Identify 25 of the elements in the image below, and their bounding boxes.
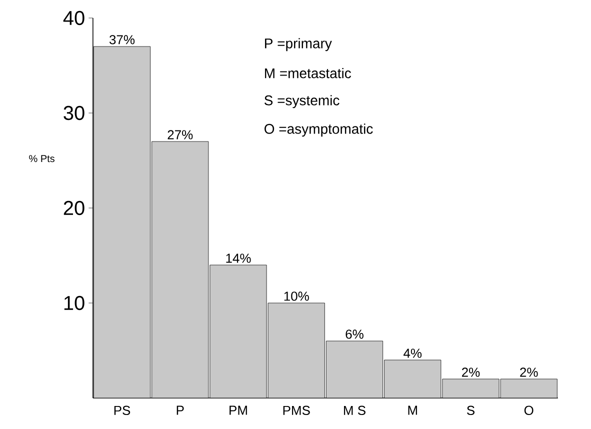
annotation: O =asymptomatic xyxy=(264,124,373,137)
x-tick-label: PM xyxy=(230,406,247,415)
y-axis-title: % Pts xyxy=(29,155,54,162)
x-tick-label: S xyxy=(467,406,474,416)
data-label: 37% xyxy=(109,35,135,44)
data-label: 10% xyxy=(284,292,309,301)
annotation: P =primary xyxy=(265,38,332,52)
data-label: 6% xyxy=(346,330,364,339)
data-label: 4% xyxy=(404,348,422,358)
x-tick-label: O xyxy=(524,406,534,416)
y-tick-label: 10 xyxy=(64,296,84,310)
data-label: 14% xyxy=(226,254,251,263)
x-tick-label: PMS xyxy=(283,406,310,416)
x-tick-label: PS xyxy=(114,406,130,416)
data-label: 2% xyxy=(520,368,538,377)
x-tick-label: M S xyxy=(344,406,366,416)
annotation: M =metastatic xyxy=(265,68,352,78)
y-tick-label: 30 xyxy=(64,106,84,120)
y-tick-label: 40 xyxy=(63,10,84,26)
data-label: 27% xyxy=(168,130,193,140)
x-tick-label: P xyxy=(176,406,184,415)
data-label: 2% xyxy=(462,368,480,377)
y-tick-label: 20 xyxy=(64,200,84,216)
annotation: S =systemic xyxy=(264,95,340,108)
x-tick-label: M xyxy=(408,406,417,415)
